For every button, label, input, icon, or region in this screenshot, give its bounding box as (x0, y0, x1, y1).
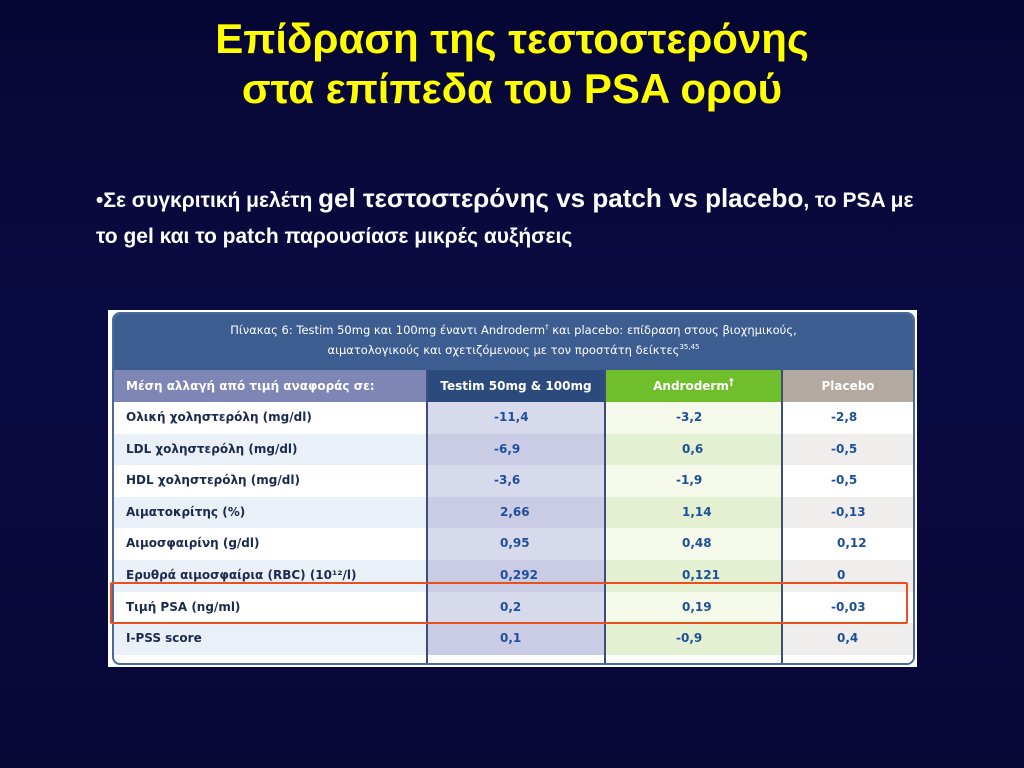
row-label: Τιμή PSA (ng/ml) (114, 591, 428, 624)
androderm-value: 0,48 (606, 528, 781, 560)
testim-value: 0,95 (428, 528, 604, 560)
bullet-point: •Σε συγκριτική μελέτη gel τεστοστερόνης … (96, 180, 916, 255)
slide-title-line-1: Επίδραση της τεστοστερόνης (215, 15, 809, 62)
placebo-value: -0,5 (783, 465, 913, 497)
table-row: Αιματοκρίτης (%) 2,66 1,14 -0,13 (114, 496, 913, 529)
androderm-value: 1,14 (606, 496, 781, 529)
testim-value: 0,2 (428, 591, 604, 624)
androderm-value: 0,19 (606, 591, 781, 624)
slide-title: Επίδραση της τεστοστερόνης στα επίπεδα τ… (0, 14, 1024, 114)
header-androderm: Androderm† (606, 370, 781, 402)
placebo-value: -2,8 (783, 402, 913, 434)
header-label-column: Μέση αλλαγή από τιμή αναφοράς σε: (114, 370, 428, 402)
bullet-text-rest: , το PSA με το gel και το patch παρουσία… (96, 189, 914, 248)
column-divider (781, 370, 783, 663)
column-divider (604, 370, 606, 663)
row-label: LDL χοληστερόλη (mg/dl) (114, 433, 428, 466)
placebo-value: -0,03 (783, 591, 913, 624)
row-label: Ολική χοληστερόλη (mg/dl) (114, 402, 428, 434)
testim-value: -11,4 (428, 402, 604, 434)
placebo-value: 0,4 (783, 623, 913, 655)
table-row: Ολική χοληστερόλη (mg/dl) -11,4 -3,2 -2,8 (114, 402, 913, 434)
testim-value: -3,6 (428, 465, 604, 497)
header-placebo: Placebo (783, 370, 913, 402)
table-row: HDL χοληστερόλη (mg/dl) -3,6 -1,9 -0,5 (114, 465, 913, 497)
bullet-marker: • (96, 189, 104, 212)
table-caption-line-1: Πίνακας 6: Testim 50mg και 100mg έναντι … (230, 323, 797, 337)
testim-value: -6,9 (428, 433, 604, 466)
row-label: Αιματοκρίτης (%) (114, 496, 428, 529)
table-row: Αιμοσφαιρίνη (g/dl) 0,95 0,48 0,12 (114, 528, 913, 560)
bullet-text-intro: Σε συγκριτική μελέτη (103, 189, 319, 212)
table-caption: Πίνακας 6: Testim 50mg και 100mg έναντι … (114, 314, 913, 372)
androderm-value: -3,2 (606, 402, 781, 434)
table-row: Τιμή PSA (ng/ml) 0,2 0,19 -0,03 (114, 591, 913, 624)
table-caption-line-2: αιματολογικούς και σχετιζόμενους με τον … (327, 343, 700, 357)
column-divider (426, 370, 428, 663)
row-label: I-PSS score (114, 623, 428, 655)
androderm-value: -0,9 (606, 623, 781, 655)
placebo-value: -0,5 (783, 433, 913, 466)
testim-value: 0,1 (428, 623, 604, 655)
androderm-value: 0,6 (606, 433, 781, 466)
row-label: Αιμοσφαιρίνη (g/dl) (114, 528, 428, 560)
placebo-value: -0,13 (783, 496, 913, 529)
header-testim: Testim 50mg & 100mg (428, 370, 604, 402)
androderm-value: 0,121 (606, 560, 781, 592)
bullet-text-emphasis: gel τεστοστερόνης vs patch vs placebo (318, 183, 804, 213)
placebo-value: 0 (783, 560, 913, 592)
slide-title-line-2: στα επίπεδα του PSA ορού (241, 65, 783, 112)
testim-value: 2,66 (428, 496, 604, 529)
table-row: Ερυθρά αιμοσφαίρια (RBC) (10¹²/l) 0,292 0,… (114, 560, 913, 592)
androderm-value: -1,9 (606, 465, 781, 497)
table-row: LDL χοληστερόλη (mg/dl) -6,9 0,6 -0,5 (114, 433, 913, 466)
placebo-value: 0,12 (783, 528, 913, 560)
psa-row-highlight (110, 582, 908, 624)
table-row: I-PSS score 0,1 -0,9 0,4 (114, 623, 913, 655)
row-label: HDL χοληστερόλη (mg/dl) (114, 465, 428, 497)
comparison-table-panel: Πίνακας 6: Testim 50mg και 100mg έναντι … (108, 310, 917, 667)
testim-value: 0,292 (428, 560, 604, 592)
comparison-table: Πίνακας 6: Testim 50mg και 100mg έναντι … (112, 312, 915, 665)
row-label: Ερυθρά αιμοσφαίρια (RBC) (10¹²/l) (114, 560, 428, 592)
